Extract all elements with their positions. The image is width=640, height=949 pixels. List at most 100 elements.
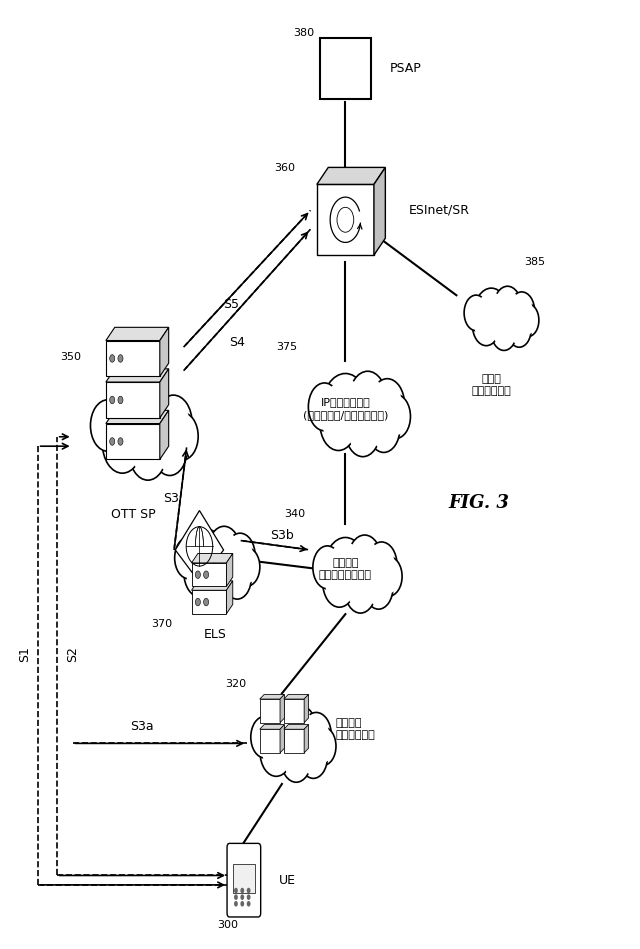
Circle shape xyxy=(381,395,410,438)
Circle shape xyxy=(262,732,290,772)
Polygon shape xyxy=(227,553,233,586)
Circle shape xyxy=(108,396,151,459)
Circle shape xyxy=(247,887,250,893)
Circle shape xyxy=(348,570,374,609)
Circle shape xyxy=(251,716,279,758)
Text: ESInet/SR: ESInet/SR xyxy=(409,204,470,216)
Bar xyxy=(320,38,371,100)
Circle shape xyxy=(186,529,227,590)
Text: PSAP: PSAP xyxy=(390,63,422,75)
Circle shape xyxy=(476,292,506,336)
Polygon shape xyxy=(284,725,308,729)
Text: 350: 350 xyxy=(60,351,81,362)
Polygon shape xyxy=(106,410,169,423)
Text: 380: 380 xyxy=(294,28,315,38)
Circle shape xyxy=(364,567,393,609)
Circle shape xyxy=(90,400,125,452)
Circle shape xyxy=(225,533,255,578)
Circle shape xyxy=(312,730,334,763)
Text: S1: S1 xyxy=(19,646,31,661)
Circle shape xyxy=(195,571,200,579)
Polygon shape xyxy=(280,695,284,722)
Circle shape xyxy=(366,542,397,588)
Polygon shape xyxy=(284,695,308,699)
Circle shape xyxy=(234,901,238,906)
Circle shape xyxy=(308,383,340,431)
Circle shape xyxy=(301,713,332,757)
Polygon shape xyxy=(106,423,160,459)
Circle shape xyxy=(262,708,303,769)
Text: UE: UE xyxy=(279,874,296,886)
Text: 375: 375 xyxy=(276,343,297,352)
Circle shape xyxy=(136,391,170,442)
Circle shape xyxy=(376,556,402,596)
Circle shape xyxy=(303,716,329,754)
Text: S4: S4 xyxy=(230,336,246,349)
Polygon shape xyxy=(304,725,308,753)
Circle shape xyxy=(247,894,250,900)
Circle shape xyxy=(208,527,240,574)
Text: 320: 320 xyxy=(225,679,246,689)
Circle shape xyxy=(349,371,387,426)
Circle shape xyxy=(369,546,395,585)
Circle shape xyxy=(324,537,367,600)
Circle shape xyxy=(474,288,509,340)
Polygon shape xyxy=(227,581,233,614)
Polygon shape xyxy=(160,327,169,377)
Circle shape xyxy=(152,424,187,475)
Text: 385: 385 xyxy=(524,257,545,268)
Circle shape xyxy=(247,901,250,906)
Circle shape xyxy=(315,549,340,586)
Circle shape xyxy=(204,571,209,579)
Circle shape xyxy=(493,287,522,327)
Polygon shape xyxy=(260,729,280,753)
Circle shape xyxy=(227,536,253,575)
Circle shape xyxy=(518,307,537,334)
Circle shape xyxy=(102,414,142,474)
Circle shape xyxy=(236,550,258,584)
Circle shape xyxy=(378,560,400,593)
Circle shape xyxy=(157,400,189,446)
Circle shape xyxy=(234,887,238,893)
Circle shape xyxy=(166,413,198,460)
Polygon shape xyxy=(284,699,304,722)
Polygon shape xyxy=(304,695,308,722)
Circle shape xyxy=(129,425,166,480)
Text: 370: 370 xyxy=(151,619,172,628)
Circle shape xyxy=(511,295,532,327)
Polygon shape xyxy=(317,167,385,184)
Circle shape xyxy=(133,387,173,446)
Circle shape xyxy=(177,540,200,576)
Circle shape xyxy=(211,530,238,570)
Circle shape xyxy=(300,736,327,778)
Text: アクセス
ネットワーク: アクセス ネットワーク xyxy=(336,718,376,740)
Circle shape xyxy=(225,561,249,596)
Circle shape xyxy=(104,390,155,465)
Polygon shape xyxy=(191,581,233,590)
Circle shape xyxy=(474,307,498,343)
Circle shape xyxy=(366,569,391,606)
Circle shape xyxy=(241,887,244,893)
Circle shape xyxy=(491,312,517,350)
Polygon shape xyxy=(106,327,169,341)
Circle shape xyxy=(472,305,500,345)
Circle shape xyxy=(508,311,531,347)
Circle shape xyxy=(351,539,379,581)
Polygon shape xyxy=(260,699,280,722)
Polygon shape xyxy=(106,341,160,377)
Circle shape xyxy=(118,437,123,445)
Circle shape xyxy=(320,396,357,451)
Polygon shape xyxy=(191,590,227,614)
Text: FIG. 3: FIG. 3 xyxy=(448,493,509,512)
Circle shape xyxy=(184,549,216,597)
Circle shape xyxy=(496,289,519,325)
Polygon shape xyxy=(317,184,374,255)
Circle shape xyxy=(155,428,184,472)
Text: 360: 360 xyxy=(275,163,296,173)
Circle shape xyxy=(118,355,123,363)
FancyBboxPatch shape xyxy=(227,844,260,917)
Circle shape xyxy=(93,403,122,447)
Polygon shape xyxy=(106,382,160,418)
Polygon shape xyxy=(160,410,169,459)
Circle shape xyxy=(287,709,314,750)
